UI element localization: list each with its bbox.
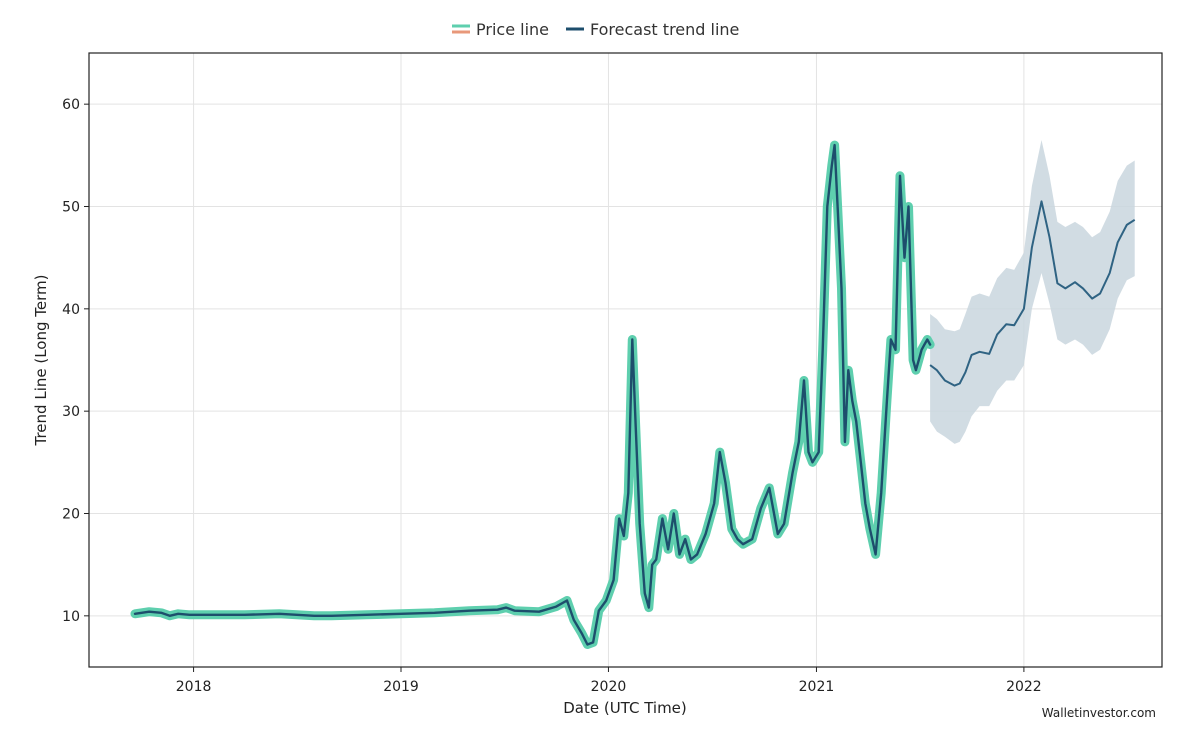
legend: Price line Forecast trend line [452, 20, 739, 39]
y-axis-ticks: 10 20 30 40 50 60 [62, 97, 89, 625]
y-axis-label: Trend Line (Long Term) [32, 275, 50, 447]
x-axis-ticks: 2018 2019 2020 2021 2022 [176, 667, 1042, 695]
y-tick-label: 20 [62, 507, 80, 523]
x-tick-label: 2020 [591, 679, 627, 695]
x-tick-label: 2018 [176, 679, 212, 695]
y-tick-label: 60 [62, 97, 80, 113]
price-line [133, 143, 932, 646]
x-tick-label: 2021 [799, 679, 835, 695]
plot-frame [88, 52, 1163, 668]
y-tick-label: 50 [62, 200, 80, 216]
x-axis-label: Date (UTC Time) [563, 699, 687, 717]
x-tick-label: 2019 [383, 679, 419, 695]
legend-forecast-label: Forecast trend line [590, 20, 739, 39]
series-layer [130, 140, 1136, 649]
forecast-confidence-band [930, 140, 1135, 444]
y-tick-label: 40 [62, 302, 80, 318]
watermark: Walletinvestor.com [1042, 706, 1156, 720]
y-tick-label: 30 [62, 404, 80, 420]
forecast-trend-line [929, 200, 1136, 387]
y-tick-label: 10 [62, 609, 80, 625]
x-tick-label: 2022 [1006, 679, 1042, 695]
legend-price-label: Price line [476, 20, 549, 39]
